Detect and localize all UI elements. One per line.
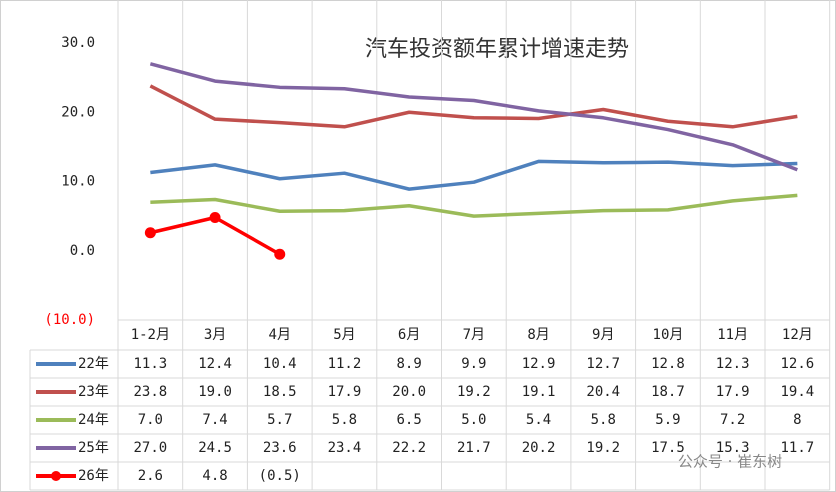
table-cell: 12.9	[522, 356, 556, 372]
table-cell: 23.4	[328, 440, 362, 456]
table-cell: 5.8	[591, 412, 616, 428]
table-cell: 7.4	[202, 412, 227, 428]
table-cell: 2.6	[138, 468, 163, 484]
table-cell: 24.5	[198, 440, 232, 456]
watermark: 公众号 · 崔东树	[678, 453, 782, 471]
legend-label: 24年	[78, 412, 109, 428]
table-cell: 6.5	[397, 412, 422, 428]
x-tick-label: 6月	[398, 327, 420, 343]
series-line	[150, 193, 798, 218]
x-tick-label: 3月	[204, 327, 226, 343]
legend-label: 23年	[78, 384, 109, 400]
legend-label: 25年	[78, 440, 109, 456]
table-cell: 12.7	[586, 356, 620, 372]
point-marker	[209, 212, 221, 224]
x-tick-label: 5月	[333, 327, 355, 343]
table-cell: 27.0	[133, 440, 167, 456]
table-cell: 19.1	[522, 384, 556, 400]
table-cell: 10.4	[263, 356, 297, 372]
table-cell: 19.2	[586, 440, 620, 456]
table-cell: 20.4	[586, 384, 620, 400]
table-cell: 11.2	[328, 356, 362, 372]
table-cell: 12.8	[651, 356, 685, 372]
x-tick-label: 8月	[527, 327, 549, 343]
x-tick-label: 1-2月	[131, 327, 170, 343]
table-cell: 5.0	[461, 412, 486, 428]
y-tick-label: 20.0	[61, 104, 95, 120]
table-cell: 23.6	[263, 440, 297, 456]
y-tick-label: 0.0	[70, 243, 95, 259]
x-tick-label: 4月	[269, 327, 291, 343]
table-cell: (0.5)	[259, 468, 301, 484]
point-marker	[274, 248, 286, 260]
series-line	[149, 84, 798, 129]
table-cell: 18.7	[651, 384, 685, 400]
table-cell: 5.8	[332, 412, 357, 428]
table-cell: 11.3	[133, 356, 167, 372]
table-cell: 19.2	[457, 384, 491, 400]
table-cell: 11.7	[780, 440, 814, 456]
table-cell: 18.5	[263, 384, 297, 400]
legend-marker	[51, 471, 61, 481]
point-marker	[144, 227, 156, 239]
legend-label: 22年	[78, 356, 109, 372]
table-cell: 19.0	[198, 384, 232, 400]
table-cell: 5.9	[655, 412, 680, 428]
table-cell: 8.9	[397, 356, 422, 372]
table-cell: 5.7	[267, 412, 292, 428]
legend-label: 26年	[78, 468, 109, 484]
x-tick-label: 10月	[653, 327, 684, 343]
table-cell: 22.2	[392, 440, 426, 456]
table-cell: 12.6	[780, 356, 814, 372]
x-tick-label: 9月	[592, 327, 614, 343]
x-tick-label: 12月	[782, 327, 813, 343]
y-tick-label: (10.0)	[44, 312, 95, 328]
x-tick-label: 11月	[717, 327, 748, 343]
table-cell: 7.2	[720, 412, 745, 428]
table-cell: 17.9	[328, 384, 362, 400]
table-cell: 19.4	[780, 384, 814, 400]
y-tick-label: 30.0	[61, 35, 95, 51]
table-cell: 8	[793, 412, 801, 428]
y-tick-label: 10.0	[61, 174, 95, 190]
table-cell: 7.0	[138, 412, 163, 428]
table-cell: 17.9	[716, 384, 750, 400]
series-line	[149, 62, 798, 172]
table-cell: 23.8	[133, 384, 167, 400]
table-cell: 12.4	[198, 356, 232, 372]
table-cell: 12.3	[716, 356, 750, 372]
chart-title: 汽车投资额年累计增速走势	[365, 37, 629, 62]
series-line	[150, 159, 798, 191]
table-cell: 9.9	[461, 356, 486, 372]
x-tick-label: 7月	[463, 327, 485, 343]
table-cell: 21.7	[457, 440, 491, 456]
table-cell: 4.8	[202, 468, 227, 484]
table-cell: 20.0	[392, 384, 426, 400]
table-cell: 5.4	[526, 412, 551, 428]
table-cell: 17.5	[651, 440, 685, 456]
table-cell: 20.2	[522, 440, 556, 456]
table-cell: 15.3	[716, 440, 750, 456]
